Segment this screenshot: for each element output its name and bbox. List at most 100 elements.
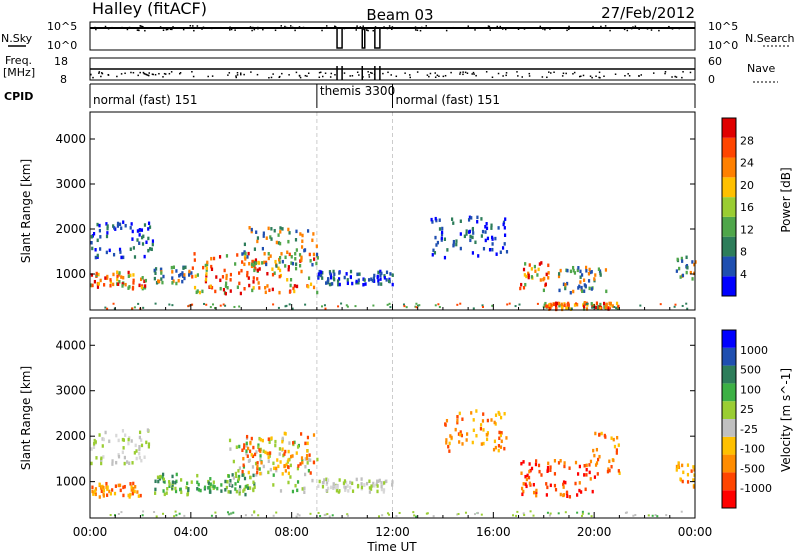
data-cell xyxy=(248,449,252,454)
data-cell xyxy=(524,482,527,486)
data-cell xyxy=(294,266,298,271)
data-cell xyxy=(459,430,462,434)
nave-point xyxy=(599,76,601,79)
data-cell xyxy=(466,432,469,436)
data-cell xyxy=(270,227,273,231)
data-cell xyxy=(237,271,241,275)
data-cell xyxy=(247,470,250,475)
data-cell xyxy=(185,485,188,490)
data-cell xyxy=(278,447,282,451)
data-cell xyxy=(177,278,180,283)
nave-point xyxy=(288,74,290,76)
data-cell xyxy=(542,288,546,293)
data-cell xyxy=(562,480,566,484)
data-cell xyxy=(309,512,312,515)
data-cell xyxy=(250,436,253,441)
data-cell xyxy=(405,306,408,309)
data-cell xyxy=(191,266,194,270)
noise-point xyxy=(302,26,305,29)
nave-point xyxy=(295,71,298,74)
data-cell xyxy=(212,303,215,306)
data-cell xyxy=(494,236,497,241)
nave-point xyxy=(100,75,102,78)
data-cell xyxy=(243,487,246,492)
data-cell xyxy=(109,278,112,282)
nave-point xyxy=(614,73,617,75)
noise-point xyxy=(253,28,256,31)
noise-point xyxy=(452,26,455,29)
data-cell xyxy=(257,260,260,265)
data-cell xyxy=(554,487,558,492)
data-cell xyxy=(258,436,261,441)
data-cell xyxy=(92,445,96,449)
data-cell xyxy=(138,228,141,232)
data-cell xyxy=(686,480,690,484)
data-cell xyxy=(277,241,280,245)
data-cell xyxy=(412,511,415,514)
nave-point xyxy=(550,72,552,74)
data-cell xyxy=(500,431,503,435)
data-cell xyxy=(522,286,526,290)
data-cell xyxy=(264,450,267,455)
data-cell xyxy=(272,303,275,306)
data-cell xyxy=(345,304,348,307)
data-cell xyxy=(229,278,232,282)
data-cell xyxy=(693,262,696,267)
data-cell xyxy=(589,477,592,481)
data-cell xyxy=(244,257,247,261)
noise-point xyxy=(298,27,300,29)
data-cell xyxy=(90,240,93,245)
data-cell xyxy=(386,512,389,515)
data-cell xyxy=(438,218,441,222)
data-cell xyxy=(147,221,151,226)
noise-point xyxy=(544,28,546,31)
x-tick-label: 00:00 xyxy=(678,525,713,539)
data-cell xyxy=(301,460,304,465)
data-cell xyxy=(174,489,178,494)
data-cell xyxy=(326,513,329,516)
nave-point xyxy=(351,75,354,77)
noise-point xyxy=(568,25,570,28)
data-cell xyxy=(372,304,375,307)
data-cell xyxy=(578,284,581,289)
data-cell xyxy=(576,472,580,476)
nave-point xyxy=(578,75,581,78)
data-cell xyxy=(465,438,468,442)
noise-point xyxy=(294,29,296,32)
data-cell xyxy=(112,282,115,287)
data-cell xyxy=(378,478,381,483)
colorbar-swatch xyxy=(722,157,736,178)
power-colorbar-label: Power [dB] xyxy=(779,167,793,232)
data-cell xyxy=(570,307,573,310)
data-cell xyxy=(209,488,212,492)
data-cell xyxy=(117,454,121,459)
noise-drop xyxy=(336,27,343,49)
nave-point xyxy=(438,75,440,78)
data-cell xyxy=(165,491,168,495)
data-cell xyxy=(248,226,251,230)
nave-point xyxy=(689,71,692,74)
data-cell xyxy=(481,419,485,423)
data-cell xyxy=(156,475,160,480)
data-cell xyxy=(694,260,697,264)
data-cell xyxy=(329,275,333,280)
data-cell xyxy=(686,463,690,467)
data-cell xyxy=(382,488,386,492)
data-cell xyxy=(524,282,527,287)
data-cell xyxy=(676,465,680,469)
data-cell xyxy=(317,484,320,488)
noise-point xyxy=(358,27,360,30)
data-cell xyxy=(90,235,93,239)
data-cell xyxy=(557,274,561,279)
data-cell xyxy=(227,490,230,494)
data-cell xyxy=(118,247,122,252)
nave-point xyxy=(272,73,274,75)
data-cell xyxy=(415,306,418,309)
data-cell xyxy=(113,491,117,496)
velocity-x-axis: 00:00 04:00 08:00 12:00 16:00 20:00 00:00 xyxy=(73,512,713,539)
data-cell xyxy=(371,483,375,488)
noise-point xyxy=(355,29,357,31)
colorbar-swatch xyxy=(722,490,736,508)
data-cell xyxy=(130,485,133,489)
data-cell xyxy=(128,461,131,466)
